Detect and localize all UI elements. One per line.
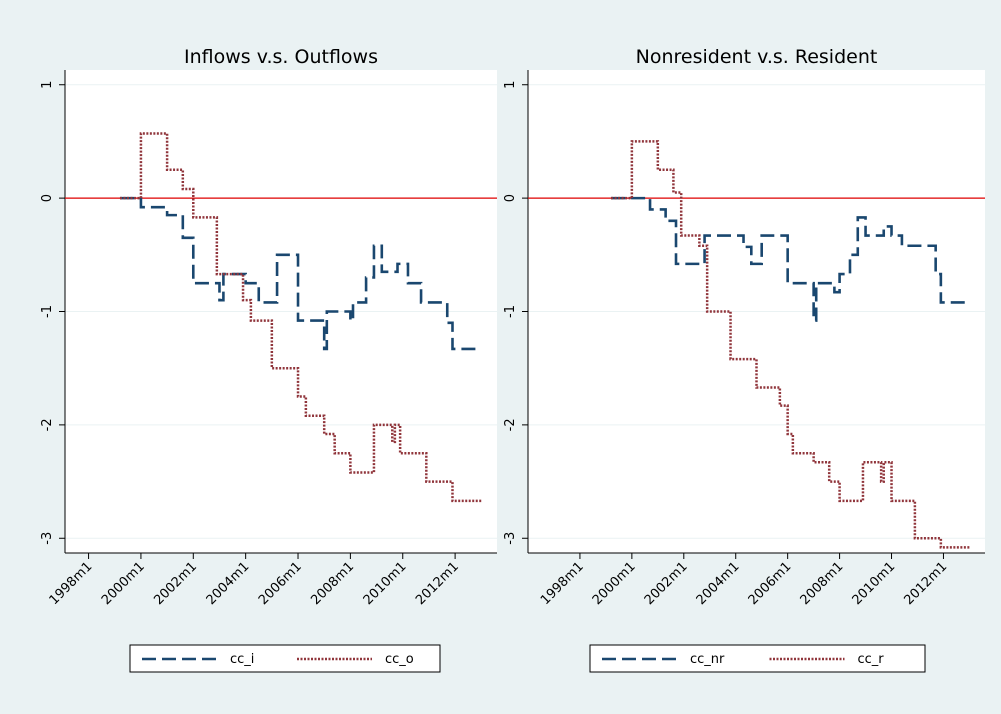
data-line xyxy=(119,196,482,351)
legend-label: cc_r xyxy=(858,652,885,667)
y-tick-label: -1 xyxy=(40,305,55,318)
y-tick-label: 1 xyxy=(503,81,518,89)
chart-title: Inflows v.s. Outflows xyxy=(184,46,378,68)
legend-label: cc_o xyxy=(385,652,414,667)
legend-label: cc_i xyxy=(230,652,254,667)
data-line xyxy=(611,140,970,549)
data-line xyxy=(611,196,970,322)
y-tick-label: 0 xyxy=(503,194,518,202)
legend-label: cc_nr xyxy=(690,652,725,667)
y-tick-label: -1 xyxy=(503,305,518,318)
y-tick-label: 1 xyxy=(40,81,55,89)
chart-title: Nonresident v.s. Resident xyxy=(636,46,878,68)
y-tick-label: -3 xyxy=(503,532,518,545)
y-tick-label: -2 xyxy=(40,418,55,431)
legend xyxy=(129,644,441,673)
y-tick-label: -3 xyxy=(40,532,55,545)
data-line xyxy=(119,132,482,503)
y-tick-label: 0 xyxy=(40,194,55,202)
y-tick-label: -2 xyxy=(503,418,518,431)
